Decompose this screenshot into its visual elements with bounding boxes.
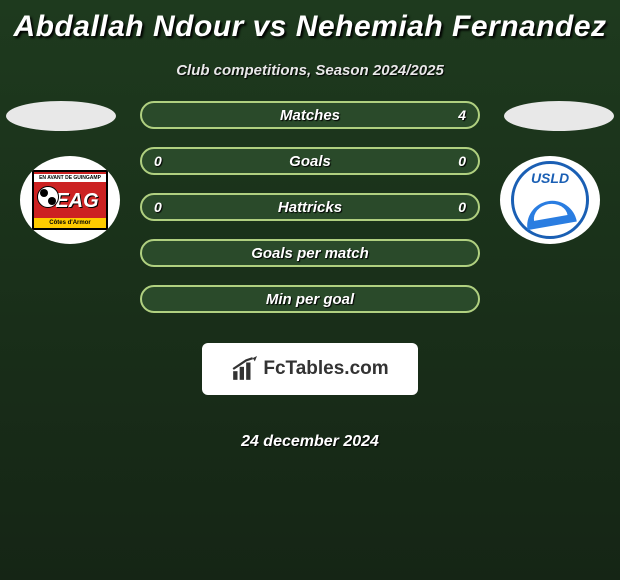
stat-row: Goals per match <box>140 239 480 267</box>
stats-content: EN AVANT DE GUINGAMP EAG Côtes d'Armor U… <box>0 101 620 451</box>
stat-label: Matches <box>280 107 340 124</box>
eag-top-text: EN AVANT DE GUINGAMP <box>34 174 106 182</box>
stat-row: Matches 4 <box>140 101 480 129</box>
stat-right-value: 0 <box>458 199 466 215</box>
stat-label: Goals <box>289 153 331 170</box>
stat-left-value: 0 <box>154 199 162 215</box>
triskelion-icon <box>37 186 59 208</box>
attribution-text: FcTables.com <box>263 358 388 380</box>
page-title: Abdallah Ndour vs Nehemiah Fernandez <box>13 10 606 44</box>
club-badge-right: USLD <box>500 156 600 244</box>
player-left-avatar <box>6 101 116 131</box>
stat-left-value: 0 <box>154 153 162 169</box>
stat-rows: Matches 4 0 Goals 0 0 Hattricks 0 Goals per matc… <box>140 101 480 313</box>
bars-icon <box>231 356 257 382</box>
stat-label: Hattricks <box>278 199 342 216</box>
stat-row: 0 Hattricks 0 <box>140 193 480 221</box>
subtitle: Club competitions, Season 2024/2025 <box>176 62 444 79</box>
dolphin-icon <box>523 197 577 230</box>
stat-row: 0 Goals 0 <box>140 147 480 175</box>
usld-crest: USLD <box>511 161 589 239</box>
stat-row: Min per goal <box>140 285 480 313</box>
stat-label: Min per goal <box>266 291 354 308</box>
player-right-avatar <box>504 101 614 131</box>
usld-letters: USLD <box>531 170 569 186</box>
comparison-card: Abdallah Ndour vs Nehemiah Fernandez Clu… <box>0 0 620 580</box>
eag-crest: EN AVANT DE GUINGAMP EAG Côtes d'Armor <box>32 170 108 230</box>
eag-letters: EAG <box>55 190 98 213</box>
stat-right-value: 0 <box>458 153 466 169</box>
stat-label: Goals per match <box>251 245 369 262</box>
club-badge-left: EN AVANT DE GUINGAMP EAG Côtes d'Armor <box>20 156 120 244</box>
attribution-badge[interactable]: FcTables.com <box>202 343 418 395</box>
eag-bottom-text: Côtes d'Armor <box>34 218 106 228</box>
date-text: 24 december 2024 <box>241 433 379 451</box>
stat-right-value: 4 <box>458 107 466 123</box>
